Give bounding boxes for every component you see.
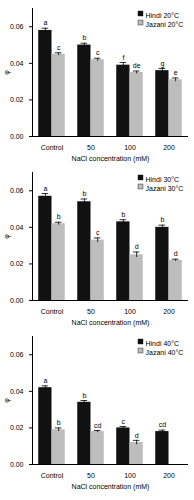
svg-text:b: b [57,419,61,426]
svg-text:b: b [82,392,86,399]
svg-text:0.00: 0.00 [10,133,24,140]
svg-text:Hindi 40°C: Hindi 40°C [146,340,180,347]
svg-text:100: 100 [124,308,136,315]
svg-text:Hindi 30°C: Hindi 30°C [146,176,180,183]
svg-text:d: d [135,243,139,250]
svg-text:0.00: 0.00 [10,297,24,304]
svg-text:200: 200 [163,144,175,151]
svg-text:b: b [121,211,125,218]
svg-text:NaCl concentration (mM): NaCl concentration (mM) [72,483,150,491]
svg-text:0.00: 0.00 [10,461,24,468]
svg-text:b: b [57,213,61,220]
svg-text:φ: φ [3,234,11,239]
svg-text:Control: Control [41,144,64,151]
svg-text:a: a [43,377,47,384]
svg-text:cd: cd [94,422,102,429]
svg-text:0.02: 0.02 [10,424,24,431]
svg-text:0.04: 0.04 [10,60,24,67]
svg-text:φ: φ [3,70,11,75]
svg-text:200: 200 [163,308,175,315]
svg-text:c: c [122,418,126,425]
svg-text:0.06: 0.06 [10,187,24,194]
svg-text:f: f [122,54,124,61]
svg-text:de: de [133,62,141,69]
svg-text:d: d [174,250,178,257]
svg-text:c: c [96,49,100,56]
svg-text:Hindi 20°C: Hindi 20°C [146,12,180,19]
svg-text:d: d [135,432,139,439]
svg-text:100: 100 [124,144,136,151]
svg-text:NaCl concentration (mM): NaCl concentration (mM) [72,155,150,163]
svg-text:0.06: 0.06 [10,351,24,358]
svg-text:50: 50 [87,144,95,151]
svg-text:e: e [174,69,178,76]
svg-text:0.06: 0.06 [10,23,24,30]
svg-text:50: 50 [87,308,95,315]
svg-text:c: c [57,44,61,51]
svg-text:b: b [160,216,164,223]
svg-text:Jazani 20°C: Jazani 20°C [146,21,184,28]
svg-text:Control: Control [41,308,64,315]
svg-text:cd: cd [159,421,167,428]
svg-text:g: g [160,60,164,68]
svg-text:0.04: 0.04 [10,224,24,231]
svg-text:a: a [43,19,47,26]
svg-text:Jazani 30°C: Jazani 30°C [146,185,184,192]
svg-text:NaCl concentration (mM): NaCl concentration (mM) [72,319,150,327]
svg-text:0.04: 0.04 [10,388,24,395]
svg-text:100: 100 [124,472,136,479]
svg-text:a: a [43,185,47,192]
svg-text:50: 50 [87,472,95,479]
svg-text:0.02: 0.02 [10,96,24,103]
svg-text:0.02: 0.02 [10,260,24,267]
svg-text:φ: φ [3,398,11,403]
svg-text:b: b [82,190,86,197]
svg-text:200: 200 [163,472,175,479]
svg-text:b: b [82,34,86,41]
svg-text:Jazani 40°C: Jazani 40°C [146,349,184,356]
svg-text:Control: Control [41,472,64,479]
svg-text:c: c [96,229,100,236]
